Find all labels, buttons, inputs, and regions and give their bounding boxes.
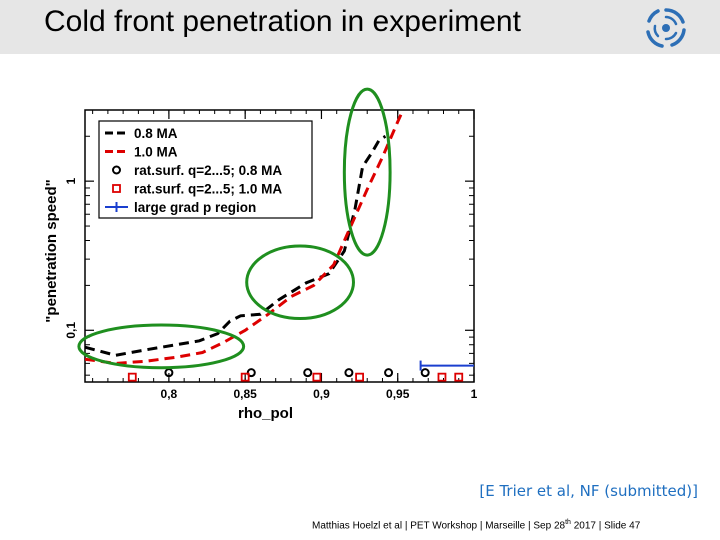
x-tick-label: 0,8 [161,387,178,401]
rat-surf-square-marker [240,372,250,382]
legend-box [98,120,313,219]
highlight-ellipse-1 [245,244,355,320]
y-tick-label: 1 [64,177,78,184]
highlight-ellipse-2 [342,87,392,257]
title-bar [0,0,720,54]
plot-frame [84,109,475,383]
footer-sup: th [565,519,571,526]
slide-title: Cold front penetration in experiment [44,5,521,38]
footer-text: Matthias Hoelzl et al | PET Workshop | M… [312,520,566,532]
y-tick-label: 0,1 [64,322,78,339]
rat-surf-square-marker [437,372,447,382]
legend-swatch-circle [112,165,121,175]
penetration-speed-chart: 0,8 0,85 0,9 0,95 1 0,1 1 rho_pol "penetration s… [43,87,478,422]
rat-surf-circle-marker [164,368,174,378]
citation: [E Trier et al, NF (submitted)] [479,482,698,500]
legend-label: rat.surf. q=2...5; 1.0 MA [134,182,282,197]
slide-footer: Matthias Hoelzl et al | PET Workshop | M… [312,519,640,531]
plot-area [85,110,464,382]
legend-label: rat.surf. q=2...5; 0.8 MA [134,163,282,178]
legend-swatch-square [112,184,121,193]
rat-surf-circle-marker [246,368,256,378]
legend: 0.8 MA 1.0 MA rat.surf. q=2...5; 0.8 MA rat… [98,120,313,219]
legend-label: 0.8 MA [134,126,178,141]
rat-surf-circle-marker [303,368,313,378]
legend-label: 1.0 MA [134,145,178,160]
x-tick-label: 0,85 [233,387,257,401]
series-line-0 [85,134,387,357]
rat-surf-square-marker [127,372,137,382]
x-tick-label: 0,9 [313,387,330,401]
rat-surf-square-marker [312,372,322,382]
rat-surf-square-marker [355,372,364,382]
footer-text-end: 2017 | Slide 47 [570,520,641,532]
x-tick-label: 0,95 [386,387,410,401]
y-axis-label: "penetration speed" [43,179,60,322]
series-line-1 [85,110,405,365]
rat-surf-circle-marker [344,368,354,378]
ipp-logo-icon [646,8,686,48]
highlight-ellipse-0 [77,323,246,370]
x-axis-label: rho_pol [238,405,293,422]
x-tick-label: 1 [471,387,478,401]
rat-surf-square-marker [454,372,464,382]
rat-surf-circle-marker [384,368,394,378]
rat-surf-circle-marker [420,368,430,378]
legend-label: large grad p region [134,200,256,215]
